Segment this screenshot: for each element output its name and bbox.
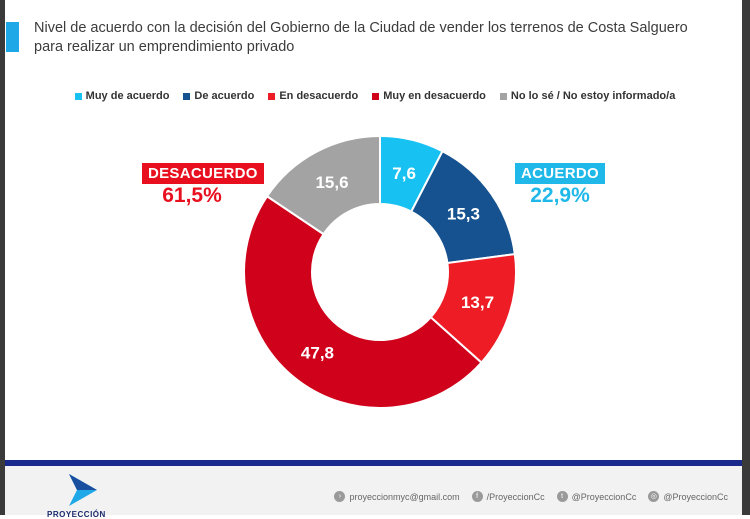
contact-link[interactable]: t @ProyeccionCc xyxy=(556,491,637,502)
donut-slice xyxy=(243,194,483,409)
contact-text: proyeccionmyc@gmail.com xyxy=(349,491,460,502)
footer-strip xyxy=(5,460,742,466)
donut-chart: 7,6 15,3 13,7 47,8 15,6 xyxy=(243,134,517,409)
legend-swatch xyxy=(499,92,507,100)
legend-swatch xyxy=(74,92,82,100)
slice-value-label: 15,3 xyxy=(447,204,480,223)
contact-text: @ProyeccionCc xyxy=(663,491,728,502)
instagram-icon: ◎ xyxy=(648,491,660,502)
twitter-icon: t xyxy=(556,491,568,502)
email-icon: › xyxy=(334,491,346,502)
legend-swatch xyxy=(268,92,276,100)
slice-value-label: 7,6 xyxy=(392,164,416,183)
facebook-icon: f xyxy=(471,491,483,502)
legend-label: Muy en desacuerdo xyxy=(383,90,486,102)
legend-item: Muy de acuerdo xyxy=(74,90,170,102)
chart-legend: Muy de acuerdo De acuerdo En desacuerdo Muy… xyxy=(0,90,750,102)
chart-title: Nivel de acuerdo con la decisión del Gob… xyxy=(34,19,688,57)
slice-value-label: 47,8 xyxy=(301,344,334,363)
slice-value-label: 15,6 xyxy=(315,173,348,192)
disagree-group-percent: 61,5% xyxy=(162,184,222,207)
contact-text: @ProyeccionCc xyxy=(571,491,637,502)
legend-swatch xyxy=(183,92,191,100)
legend-item: Muy en desacuerdo xyxy=(372,90,486,102)
agree-group-percent: 22,9% xyxy=(530,184,590,207)
disagree-group-title: DESACUERDO xyxy=(142,163,264,184)
title-accent-bar xyxy=(6,22,19,52)
legend-item: No lo sé / No estoy informado/a xyxy=(499,90,676,102)
disagree-group-label: DESACUERDO 61,5% xyxy=(142,163,264,208)
chart-title-line-1: Nivel de acuerdo con la decisión del Gob… xyxy=(34,20,688,36)
donut-slice xyxy=(265,134,381,236)
left-frame-border xyxy=(0,0,5,515)
contact-link[interactable]: ◎ @ProyeccionCc xyxy=(648,491,728,502)
contact-links: › proyeccionmyc@gmail.com f/ProyeccionCc t @… xyxy=(334,491,728,502)
legend-label: De acuerdo xyxy=(194,90,255,102)
right-frame-border xyxy=(742,0,750,515)
brand-logo: PROYECCIÓN xyxy=(47,470,127,519)
chart-title-line-2: para realizar un emprendimiento privado xyxy=(34,39,295,55)
legend-swatch xyxy=(372,92,380,100)
legend-item: En desacuerdo xyxy=(268,90,358,102)
slice-value-label: 13,7 xyxy=(461,293,494,312)
legend-label: No lo sé / No estoy informado/a xyxy=(510,90,676,102)
agree-group-label: ACUERDO 22,9% xyxy=(510,163,610,208)
contact-link[interactable]: › proyeccionmyc@gmail.com xyxy=(334,491,460,502)
agree-group-title: ACUERDO xyxy=(515,163,605,184)
footer: PROYECCIÓN › proyeccionmyc@gmail.com f/Pro… xyxy=(5,460,742,519)
contact-text: /ProyeccionCc xyxy=(486,491,545,502)
legend-item: De acuerdo xyxy=(183,90,254,102)
legend-label: Muy de acuerdo xyxy=(85,90,170,102)
contact-link[interactable]: f/ProyeccionCc xyxy=(471,491,545,502)
legend-label: En desacuerdo xyxy=(279,90,359,102)
arrow-logo-icon xyxy=(69,474,97,506)
